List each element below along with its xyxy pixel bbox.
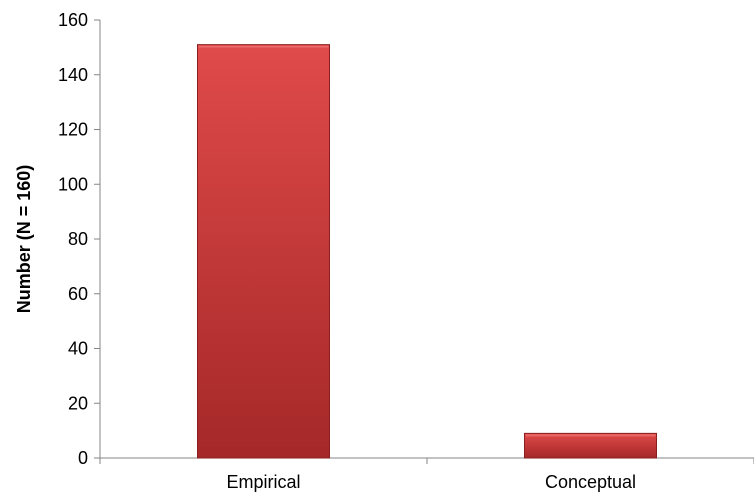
y-tick-label: 120: [58, 120, 88, 140]
bar-highlight: [198, 45, 329, 48]
y-tick-label: 80: [68, 229, 88, 249]
y-axis-title: Number (N = 160): [14, 165, 34, 314]
y-tick-label: 40: [68, 339, 88, 359]
plot-area: 0 20 40 60 80 100 120 140 160 Empirical Conceptual: [58, 10, 754, 492]
x-tick-label: Conceptual: [545, 472, 636, 492]
y-tick-label: 20: [68, 393, 88, 413]
bar-conceptual: [524, 432, 657, 459]
y-tick-label: 100: [58, 174, 88, 194]
bar-empirical: [197, 44, 330, 459]
y-tick-label: 0: [78, 448, 88, 468]
y-tick-label: 60: [68, 284, 88, 304]
bar-highlight: [525, 434, 656, 437]
x-tick-label: Empirical: [226, 472, 300, 492]
y-tick-label: 160: [58, 10, 88, 30]
y-tick-label: 140: [58, 65, 88, 85]
